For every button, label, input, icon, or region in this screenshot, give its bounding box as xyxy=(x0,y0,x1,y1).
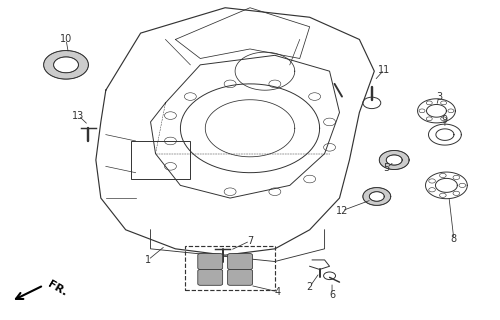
FancyBboxPatch shape xyxy=(228,253,252,269)
Text: FR.: FR. xyxy=(46,279,69,298)
Bar xyxy=(130,141,190,179)
Text: 13: 13 xyxy=(72,111,85,121)
Text: 3: 3 xyxy=(436,92,442,101)
Text: 10: 10 xyxy=(60,35,72,44)
Text: 6: 6 xyxy=(329,290,335,300)
Text: 11: 11 xyxy=(378,65,390,75)
FancyBboxPatch shape xyxy=(198,253,222,269)
Text: 1: 1 xyxy=(145,255,151,265)
Wedge shape xyxy=(363,188,390,205)
Text: 2: 2 xyxy=(306,282,313,292)
Text: 7: 7 xyxy=(247,236,253,246)
Text: 8: 8 xyxy=(451,234,457,244)
Text: 12: 12 xyxy=(336,206,348,216)
Wedge shape xyxy=(380,150,409,170)
Text: 5: 5 xyxy=(384,163,390,173)
Bar xyxy=(186,246,275,290)
Text: 9: 9 xyxy=(442,115,448,125)
Text: 4: 4 xyxy=(274,287,280,297)
FancyBboxPatch shape xyxy=(198,269,222,285)
Wedge shape xyxy=(44,51,88,79)
FancyBboxPatch shape xyxy=(228,269,252,285)
